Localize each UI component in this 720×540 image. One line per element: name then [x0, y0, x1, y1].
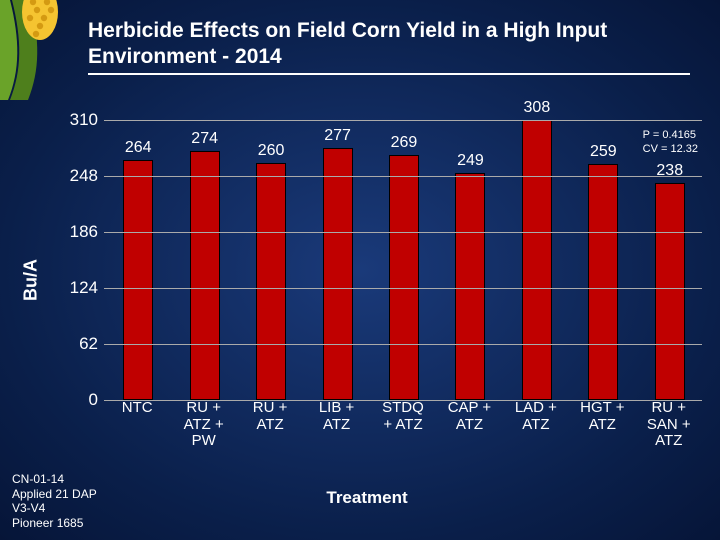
bars-container: 264 274 260 277 269 249 308 259 238 — [104, 120, 702, 400]
bar: 264 — [123, 160, 153, 400]
x-tick-label: CAP + ATZ — [436, 400, 502, 433]
gridline — [104, 288, 702, 289]
bar-value-label: 274 — [191, 130, 219, 148]
footer-notes: CN-01-14 Applied 21 DAP V3-V4 Pioneer 16… — [12, 472, 97, 530]
y-tick-label: 0 — [58, 390, 98, 410]
x-tick-label: NTC — [104, 400, 170, 417]
slide: Herbicide Effects on Field Corn Yield in… — [0, 0, 720, 540]
bar-value-label: 259 — [589, 143, 617, 161]
bar: 277 — [323, 148, 353, 400]
bar: 260 — [256, 163, 286, 400]
gridline — [104, 176, 702, 177]
y-tick-label: 124 — [58, 278, 98, 298]
x-tick-label: RU + ATZ — [237, 400, 303, 433]
y-tick-label: 186 — [58, 222, 98, 242]
chart: Bu/A 264274260277269249308259238 0621241… — [32, 120, 702, 440]
bar: 259 — [588, 164, 618, 400]
y-tick-label: 310 — [58, 110, 98, 130]
bar-value-label: 269 — [390, 134, 418, 152]
plot-area: 264274260277269249308259238 062124186248… — [104, 120, 702, 400]
bar: 238 — [655, 183, 685, 400]
bar-value-label: 249 — [456, 152, 484, 170]
y-axis-label: Bu/A — [21, 259, 42, 301]
x-tick-label: STDQ + ATZ — [370, 400, 436, 433]
x-tick-label: RU + SAN + ATZ — [636, 400, 702, 450]
gridline — [104, 120, 702, 121]
bar-value-label: 277 — [324, 127, 352, 145]
x-tick-label: LAD + ATZ — [503, 400, 569, 433]
gridline — [104, 232, 702, 233]
corn-image — [0, 0, 70, 100]
bar-value-label: 308 — [523, 99, 551, 117]
bar: 274 — [190, 151, 220, 400]
bar-value-label: 264 — [124, 139, 152, 157]
x-tick-label: LIB + ATZ — [303, 400, 369, 433]
y-tick-label: 62 — [58, 334, 98, 354]
x-labels: NTCRU + ATZ + PWRU + ATZLIB + ATZSTDQ + … — [104, 400, 702, 448]
y-tick-label: 248 — [58, 166, 98, 186]
bar: 308 — [522, 120, 552, 400]
x-tick-label: RU + ATZ + PW — [170, 400, 236, 450]
bar-value-label: 260 — [257, 142, 285, 160]
slide-title: Herbicide Effects on Field Corn Yield in… — [88, 18, 690, 75]
gridline — [104, 344, 702, 345]
x-axis-label: Treatment — [32, 488, 702, 508]
bar-value-label: 238 — [656, 162, 684, 180]
x-tick-label: HGT + ATZ — [569, 400, 635, 433]
bar: 249 — [455, 173, 485, 400]
bar: 269 — [389, 155, 419, 400]
